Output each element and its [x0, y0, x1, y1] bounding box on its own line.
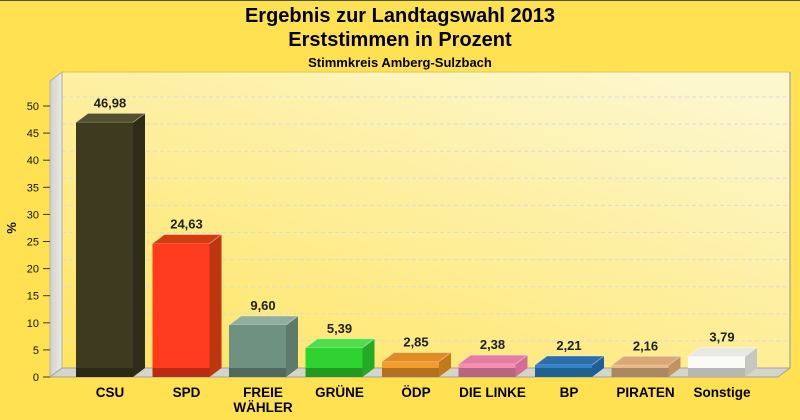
x-category-label-bp: BP: [560, 385, 579, 400]
bar-value-label-csu: 46,98: [94, 95, 127, 110]
top-border-line: [0, 0, 800, 1]
bar-grune-side: [362, 338, 375, 377]
bar-value-label-spd: 24,63: [170, 217, 203, 232]
bar-die-linke-side: [515, 355, 528, 377]
x-category-label-grune: GRÜNE: [315, 385, 364, 400]
y-tick-label-0: 0: [33, 372, 39, 384]
bar-bp-base-shade: [535, 368, 592, 377]
x-category-label-sonstige: Sonstige: [693, 385, 750, 400]
x-category-label-piraten: PIRATEN: [616, 385, 674, 400]
bar-bp-top: [533, 355, 606, 366]
bar-piraten-base-shade: [611, 368, 669, 377]
bar-freie-wahler-side: [286, 315, 298, 377]
bar-sonstige-side: [745, 347, 757, 377]
x-category-label-spd: SPD: [173, 385, 201, 400]
y-tick-label-35: 35: [27, 182, 39, 194]
bar-odp-top: [380, 352, 453, 363]
chart-subtitle: Stimmkreis Amberg-Sulzbach: [308, 55, 492, 70]
bar-value-label-piraten: 2,16: [633, 338, 658, 353]
bar-die-linke-front: [458, 364, 516, 377]
bar-spd-base-shade: [152, 368, 210, 377]
bar-value-label-sonstige: 3,79: [709, 329, 734, 344]
x-category-label-odp: ÖDP: [401, 385, 430, 400]
bar-freie-wahler-top: [227, 315, 300, 326]
bar-die-linke-base-shade: [458, 368, 516, 377]
bar-value-label-grune: 5,39: [327, 321, 352, 336]
x-category-label-freie-wahler-line2: WÄHLER: [233, 400, 292, 415]
bar-value-label-freie-wahler: 9,60: [250, 298, 275, 313]
y-tick-label-40: 40: [27, 155, 39, 167]
bar-freie-wahler-front: [229, 324, 286, 377]
y-tick-label-5: 5: [33, 345, 39, 357]
x-category-label-csu: CSU: [96, 385, 125, 400]
chart-title-line2: Erststimmen in Prozent: [288, 29, 512, 51]
bar-sonstige-base-shade: [688, 368, 745, 377]
x-category-label-die-linke: DIE LINKE: [459, 385, 526, 400]
y-tick-label-10: 10: [27, 318, 39, 330]
bar-spd-side: [209, 234, 222, 377]
chart-title-line1: Ergebnis zur Landtagswahl 2013: [244, 5, 556, 27]
bar-csu-top: [74, 112, 147, 123]
bar-piraten-side: [668, 356, 681, 377]
bar-bp-front: [535, 365, 592, 377]
bar-value-label-bp: 2,21: [556, 338, 581, 353]
bar-sonstige-top: [686, 346, 759, 357]
bar-sonstige-front: [688, 356, 745, 377]
bar-value-label-odp: 2,85: [403, 335, 428, 350]
y-tick-label-30: 30: [27, 209, 39, 221]
bar-piraten-top: [610, 355, 682, 366]
bar-csu-side: [133, 113, 145, 377]
bar-odp-front: [382, 361, 439, 377]
bar-csu-base-shade: [76, 368, 133, 377]
bar-value-label-die-linke: 2,38: [480, 337, 505, 352]
bar-odp-base-shade: [382, 368, 439, 377]
bar-die-linke-top: [457, 354, 529, 365]
bar-freie-wahler-base-shade: [229, 368, 286, 377]
y-axis-title: %: [4, 222, 19, 234]
y-tick-label-25: 25: [27, 237, 39, 249]
y-tick-label-20: 20: [27, 264, 39, 276]
bar-grune-front: [305, 347, 363, 377]
plot-left-wall: [49, 71, 63, 378]
bar-spd-top: [151, 234, 223, 245]
bar-spd-front: [152, 243, 210, 377]
bar-csu-front: [76, 122, 133, 377]
bar-bp-side: [592, 356, 604, 377]
bar-piraten-front: [611, 365, 669, 377]
y-tick-label-45: 45: [27, 128, 39, 140]
y-tick-label-15: 15: [27, 291, 39, 303]
bar-odp-side: [439, 352, 451, 377]
x-category-label-freie-wahler: FREIE: [243, 385, 283, 400]
y-tick-label-50: 50: [27, 101, 39, 113]
bar-grune-base-shade: [305, 368, 363, 377]
bar-grune-top: [304, 338, 376, 349]
